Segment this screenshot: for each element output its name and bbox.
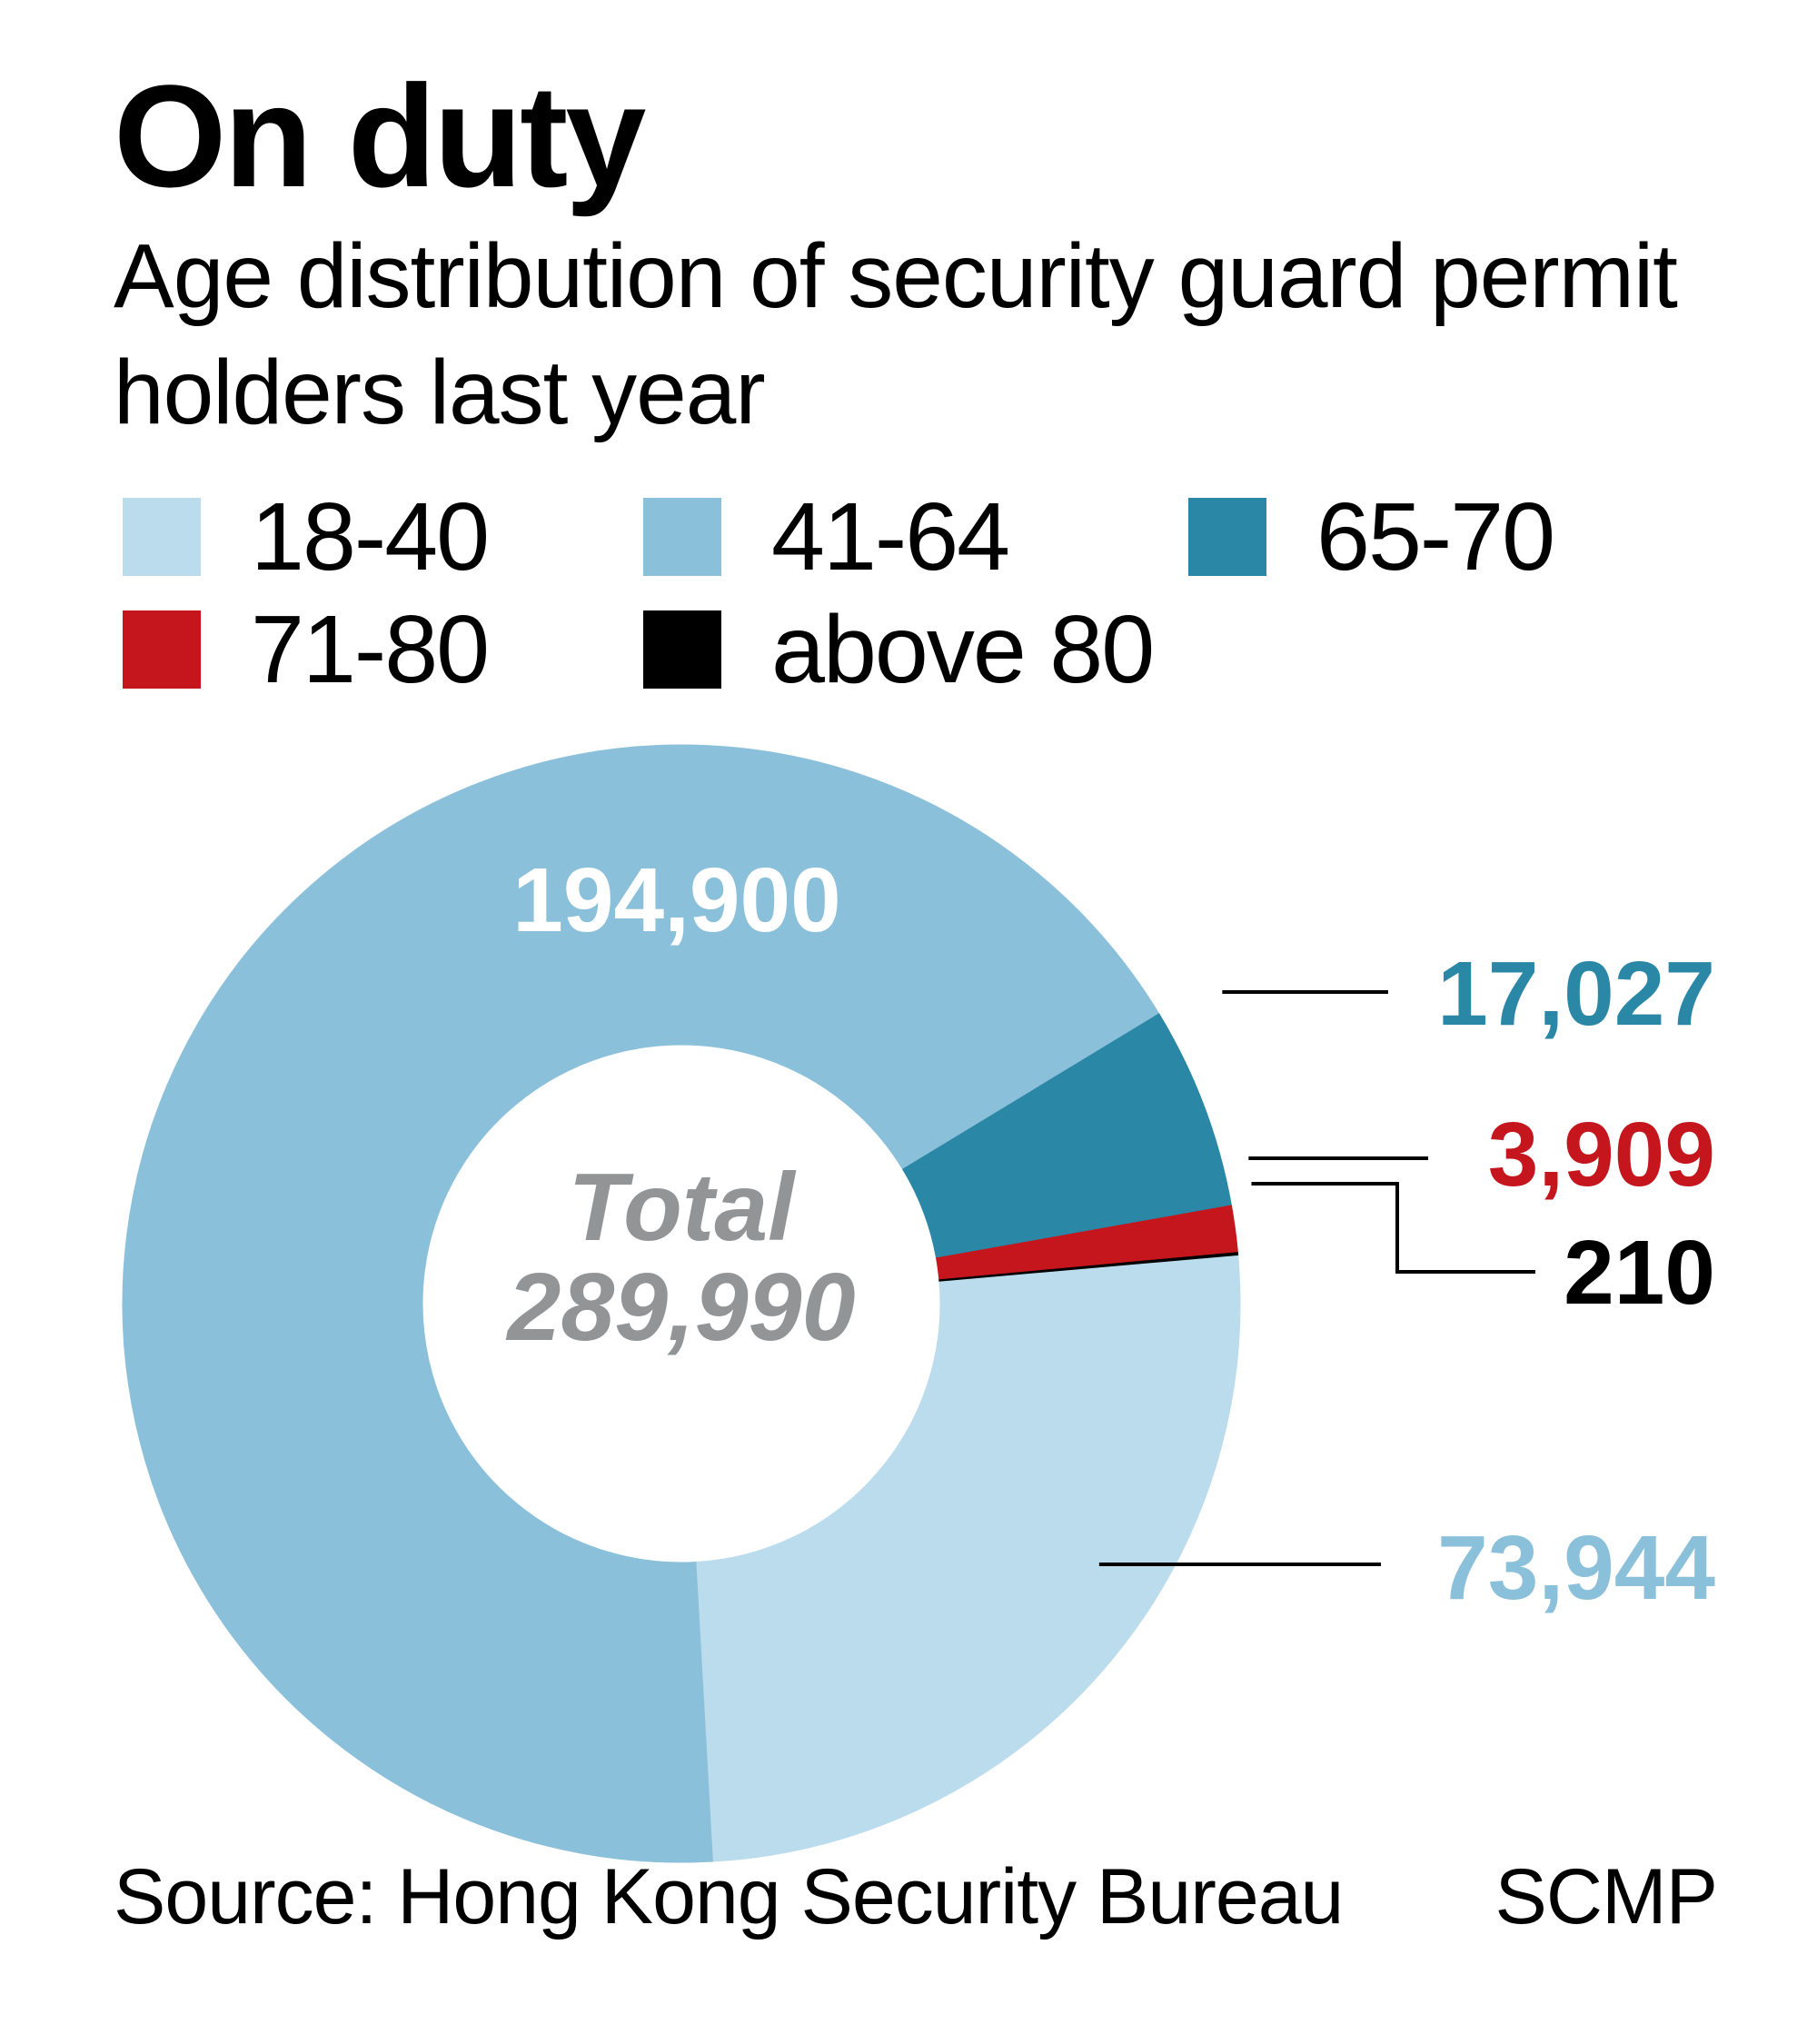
value-label-65-70: 17,027 [1437,943,1715,1045]
chart-subtitle: Age distribution of security guard permi… [114,225,1678,443]
value-label-41-64: 194,900 [512,849,840,951]
legend-label-71-80: 71-80 [251,596,490,703]
legend-label-above-80: above 80 [771,596,1155,703]
legend-swatch-65-70 [1188,498,1266,576]
source-note: Source: Hong Kong Security Bureau [114,1853,1344,1940]
chart-title: On duty [114,55,646,217]
leader-line-above-80 [1251,1182,1535,1274]
value-label-above-80: 210 [1564,1222,1715,1324]
legend-swatch-above-80 [643,610,721,689]
legend-item-65-70: 65-70 [1188,483,1555,590]
center-label-value: 289,990 [505,1254,855,1361]
center-label-total: Total [568,1154,797,1261]
value-label-71-80: 3,909 [1488,1104,1715,1206]
legend-swatch-71-80 [123,610,201,689]
legend-item-above-80: above 80 [643,596,1155,703]
legend-item-71-80: 71-80 [123,596,490,703]
credit-label: SCMP [1494,1853,1718,1940]
legend-swatch-18-40 [123,498,201,576]
donut-slice-41-64 [122,744,1160,1863]
legend-swatch-41-64 [643,498,721,576]
donut-slice-18-40 [695,1254,1241,1862]
legend-item-41-64: 41-64 [643,483,1010,590]
donut-slice-above-80 [938,1252,1239,1282]
legend-label-41-64: 41-64 [771,483,1010,590]
legend-item-18-40: 18-40 [123,483,490,590]
legend-label-65-70: 65-70 [1316,483,1555,590]
value-label-18-40: 73,944 [1437,1517,1715,1619]
legend-label-18-40: 18-40 [251,483,490,590]
